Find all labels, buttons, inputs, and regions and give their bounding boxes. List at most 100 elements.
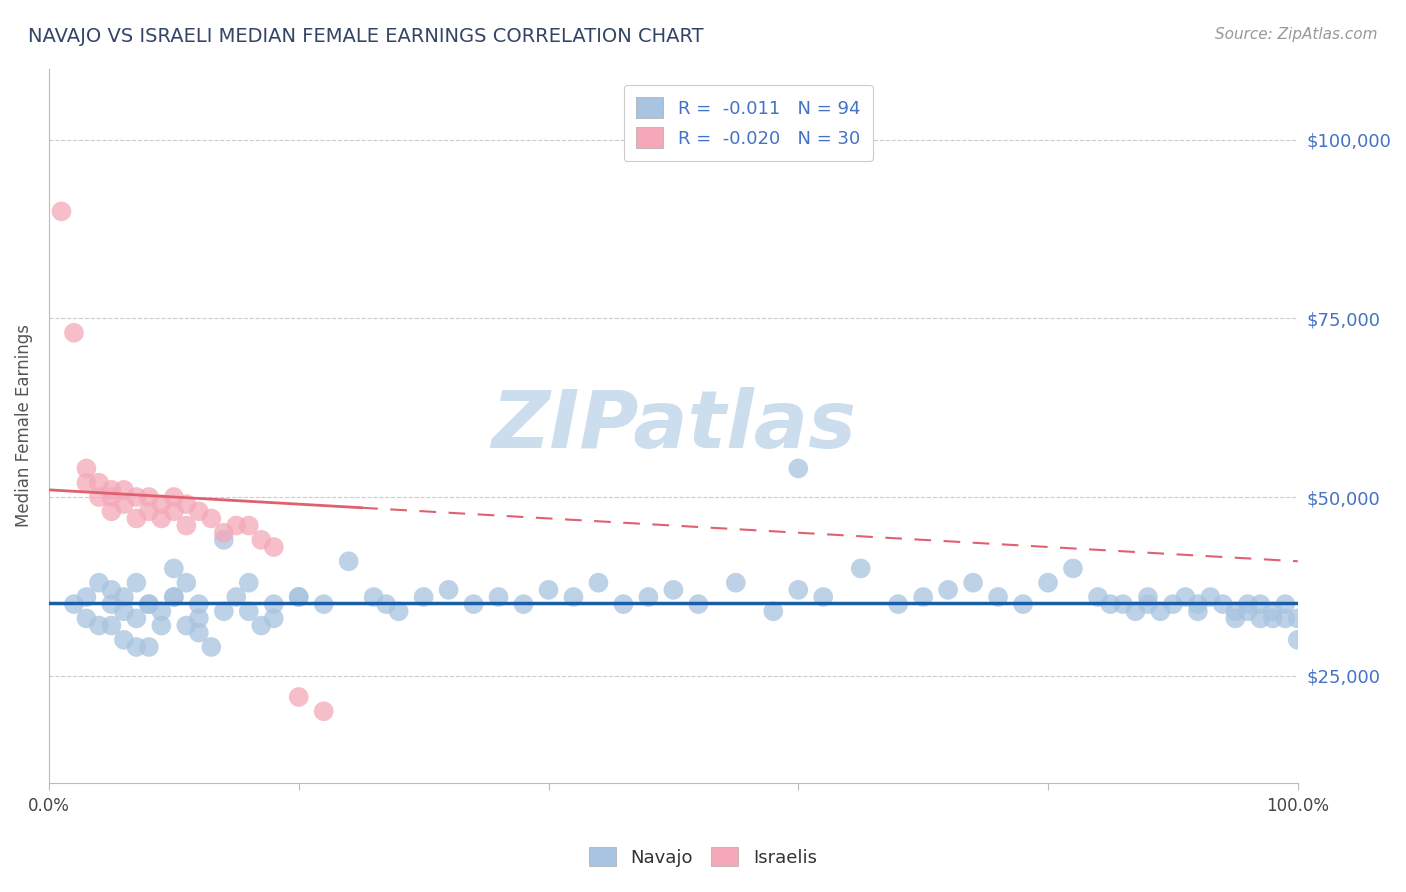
Point — [962, 575, 984, 590]
Point — [312, 704, 335, 718]
Point — [225, 590, 247, 604]
Point — [512, 597, 534, 611]
Point — [187, 597, 209, 611]
Point — [287, 590, 309, 604]
Point — [1212, 597, 1234, 611]
Point — [287, 690, 309, 704]
Point — [87, 575, 110, 590]
Point — [1036, 575, 1059, 590]
Point — [238, 604, 260, 618]
Point — [363, 590, 385, 604]
Point — [51, 204, 73, 219]
Point — [238, 575, 260, 590]
Point — [637, 590, 659, 604]
Point — [112, 632, 135, 647]
Point — [125, 511, 148, 525]
Point — [912, 590, 935, 604]
Point — [125, 490, 148, 504]
Point — [1136, 590, 1159, 604]
Point — [187, 504, 209, 518]
Point — [724, 575, 747, 590]
Legend: R =  -0.011   N = 94, R =  -0.020   N = 30: R = -0.011 N = 94, R = -0.020 N = 30 — [624, 85, 873, 161]
Point — [212, 525, 235, 540]
Point — [1286, 611, 1309, 625]
Point — [75, 590, 97, 604]
Point — [1161, 597, 1184, 611]
Point — [887, 597, 910, 611]
Point — [176, 575, 198, 590]
Point — [1112, 597, 1135, 611]
Text: Source: ZipAtlas.com: Source: ZipAtlas.com — [1215, 27, 1378, 42]
Point — [100, 490, 122, 504]
Point — [1099, 597, 1122, 611]
Point — [1261, 604, 1284, 618]
Point — [138, 597, 160, 611]
Point — [63, 597, 86, 611]
Point — [588, 575, 610, 590]
Text: NAVAJO VS ISRAELI MEDIAN FEMALE EARNINGS CORRELATION CHART: NAVAJO VS ISRAELI MEDIAN FEMALE EARNINGS… — [28, 27, 704, 45]
Point — [488, 590, 510, 604]
Point — [163, 504, 186, 518]
Point — [1237, 597, 1260, 611]
Point — [187, 611, 209, 625]
Point — [176, 497, 198, 511]
Point — [1225, 611, 1247, 625]
Point — [1062, 561, 1084, 575]
Point — [250, 618, 273, 632]
Point — [163, 590, 186, 604]
Point — [849, 561, 872, 575]
Point — [1012, 597, 1035, 611]
Point — [463, 597, 485, 611]
Point — [1136, 597, 1159, 611]
Point — [100, 618, 122, 632]
Point — [200, 640, 222, 654]
Point — [1087, 590, 1109, 604]
Point — [163, 490, 186, 504]
Point — [263, 540, 285, 554]
Point — [1261, 611, 1284, 625]
Point — [75, 475, 97, 490]
Point — [1286, 632, 1309, 647]
Point — [138, 640, 160, 654]
Point — [138, 490, 160, 504]
Point — [437, 582, 460, 597]
Point — [125, 575, 148, 590]
Point — [75, 611, 97, 625]
Point — [662, 582, 685, 597]
Point — [150, 618, 173, 632]
Point — [176, 518, 198, 533]
Y-axis label: Median Female Earnings: Median Female Earnings — [15, 324, 32, 527]
Point — [813, 590, 835, 604]
Point — [337, 554, 360, 568]
Point — [987, 590, 1010, 604]
Point — [612, 597, 634, 611]
Point — [762, 604, 785, 618]
Point — [312, 597, 335, 611]
Point — [388, 604, 411, 618]
Point — [63, 326, 86, 340]
Text: ZIPatlas: ZIPatlas — [491, 386, 856, 465]
Point — [112, 497, 135, 511]
Point — [936, 582, 959, 597]
Point — [187, 625, 209, 640]
Point — [1149, 604, 1171, 618]
Point — [75, 461, 97, 475]
Point — [263, 611, 285, 625]
Point — [112, 590, 135, 604]
Point — [87, 618, 110, 632]
Point — [263, 597, 285, 611]
Point — [562, 590, 585, 604]
Point — [112, 604, 135, 618]
Point — [1225, 604, 1247, 618]
Point — [238, 518, 260, 533]
Point — [163, 590, 186, 604]
Point — [537, 582, 560, 597]
Point — [150, 497, 173, 511]
Point — [200, 511, 222, 525]
Point — [100, 597, 122, 611]
Point — [375, 597, 398, 611]
Point — [1237, 604, 1260, 618]
Point — [1274, 611, 1296, 625]
Point — [412, 590, 434, 604]
Point — [1125, 604, 1147, 618]
